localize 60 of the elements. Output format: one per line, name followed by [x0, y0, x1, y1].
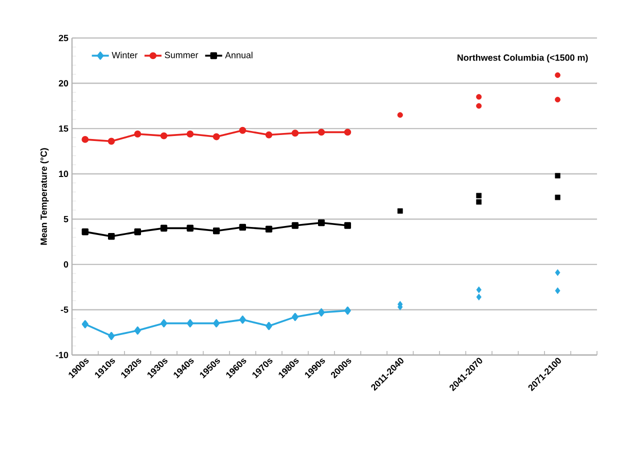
- point: [292, 222, 299, 229]
- point: [397, 112, 403, 118]
- point: [476, 199, 482, 205]
- y-tick-label: -5: [60, 306, 68, 313]
- point: [318, 219, 325, 226]
- y-tick-label: 10: [59, 170, 68, 178]
- point: [108, 332, 115, 340]
- point: [239, 316, 246, 324]
- point: [160, 132, 168, 140]
- point: [476, 286, 482, 294]
- point: [82, 320, 88, 328]
- legend-label: Winter: [112, 52, 138, 58]
- point: [239, 126, 246, 134]
- point: [186, 130, 194, 138]
- point: [554, 96, 560, 102]
- point: [108, 138, 115, 145]
- y-axis-title: Mean Temperature (°C): [40, 148, 49, 245]
- point: [82, 136, 89, 143]
- y-tick-label: -10: [56, 352, 68, 358]
- point: [344, 306, 351, 315]
- point: [266, 322, 272, 330]
- point: [160, 224, 168, 232]
- point: [554, 194, 560, 200]
- point: [134, 326, 141, 335]
- point: [554, 172, 560, 178]
- point: [239, 224, 246, 231]
- point: [318, 308, 325, 317]
- point: [292, 130, 299, 137]
- point: [212, 228, 220, 234]
- point: [476, 192, 482, 198]
- point: [476, 103, 482, 109]
- point: [318, 128, 325, 136]
- point: [344, 222, 352, 229]
- point: [476, 94, 482, 100]
- point: [265, 131, 272, 138]
- point: [476, 294, 482, 300]
- annotation: Northwest Columbia (<1500 m): [458, 54, 588, 63]
- legend-label: Annual: [225, 52, 252, 58]
- legend-label: Summer: [164, 52, 198, 58]
- point: [160, 319, 168, 328]
- point: [555, 287, 560, 294]
- point: [186, 319, 194, 328]
- point: [134, 130, 142, 138]
- y-tick-label: 20: [58, 80, 68, 86]
- point: [265, 226, 272, 232]
- point: [397, 208, 403, 214]
- y-tick-label: 0: [64, 261, 68, 268]
- point: [134, 228, 142, 236]
- point: [555, 269, 560, 276]
- point: [82, 228, 89, 236]
- point: [344, 128, 352, 136]
- point: [186, 224, 194, 232]
- point: [292, 312, 298, 322]
- y-tick-label: 25: [58, 34, 68, 42]
- point: [212, 133, 220, 140]
- point: [554, 72, 560, 78]
- y-tick-label: 15: [59, 125, 68, 132]
- point: [108, 232, 115, 240]
- y-tick-label: 5: [64, 216, 68, 222]
- point: [213, 319, 220, 328]
